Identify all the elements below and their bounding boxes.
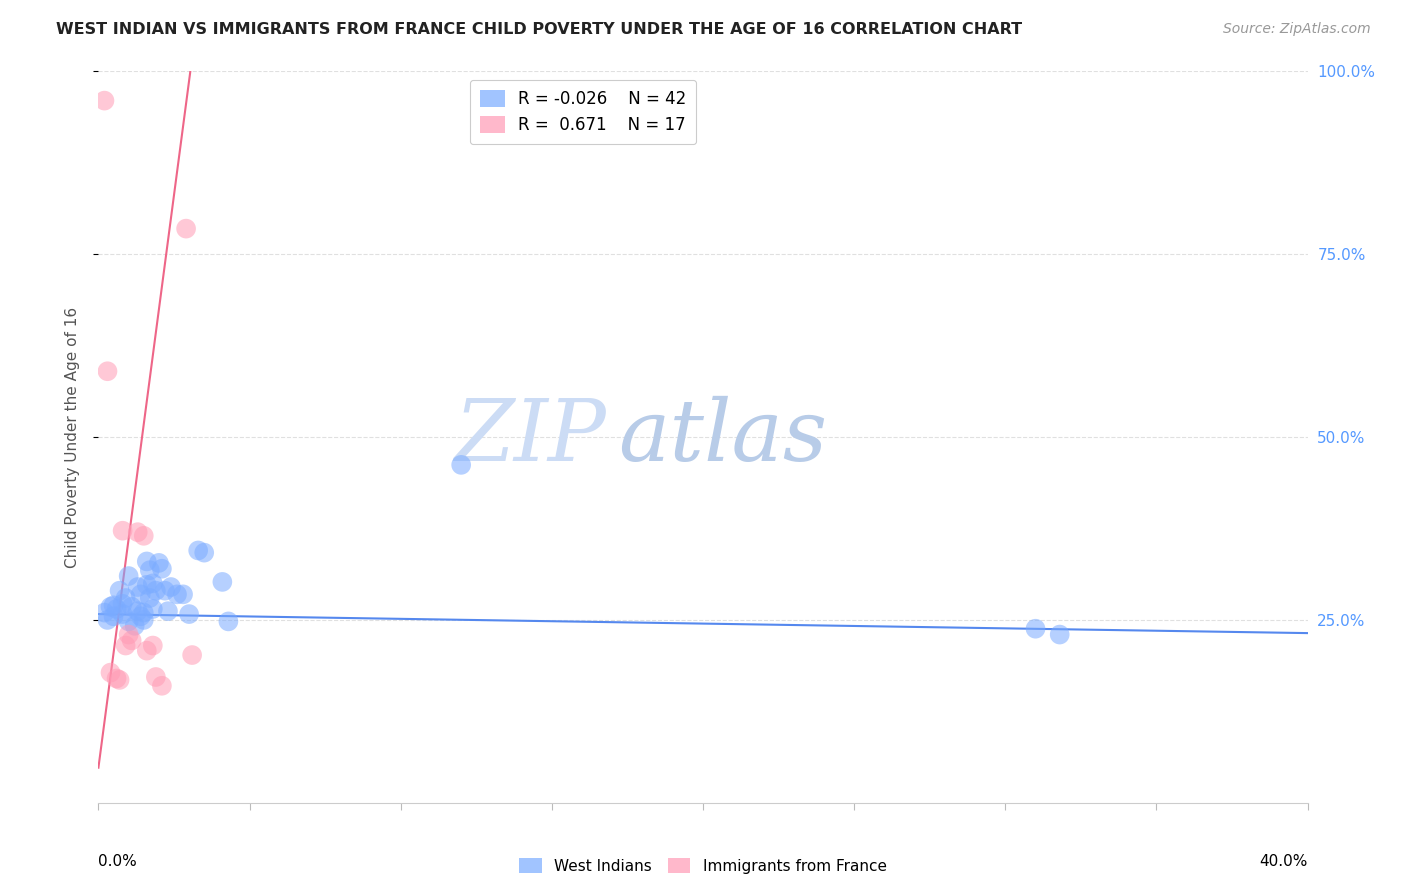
Point [121, 633, 143, 648]
Point [124, 619, 146, 633]
Point [142, 602, 165, 616]
Point [108, 673, 131, 687]
Point [135, 578, 157, 592]
Legend: R = -0.026    N = 42, R =  0.671    N = 17: R = -0.026 N = 42, R = 0.671 N = 17 [470, 79, 696, 145]
Point [127, 580, 149, 594]
Point [93, 94, 115, 108]
Point [179, 607, 201, 621]
Point [114, 591, 136, 605]
Point [100, 599, 122, 614]
Point [145, 583, 167, 598]
Point [145, 670, 167, 684]
Point [139, 591, 162, 605]
Text: atlas: atlas [619, 396, 828, 478]
Point [118, 569, 141, 583]
Text: 40.0%: 40.0% [1260, 854, 1308, 869]
Point [111, 607, 134, 621]
Point [150, 562, 173, 576]
Point [93, 606, 115, 620]
Point [129, 587, 152, 601]
Text: 0.0%: 0.0% [98, 854, 138, 869]
Point [1024, 622, 1046, 636]
Point [172, 587, 194, 601]
Point [135, 643, 157, 657]
Point [148, 556, 170, 570]
Point [108, 583, 131, 598]
Point [127, 604, 149, 618]
Point [118, 615, 141, 629]
Point [105, 602, 128, 616]
Legend: West Indians, Immigrants from France: West Indians, Immigrants from France [513, 852, 893, 880]
Text: Source: ZipAtlas.com: Source: ZipAtlas.com [1223, 22, 1371, 37]
Point [132, 529, 155, 543]
Point [132, 613, 155, 627]
Point [100, 665, 122, 680]
Point [142, 639, 165, 653]
Point [96, 364, 118, 378]
Point [114, 639, 136, 653]
Point [132, 606, 155, 620]
Point [193, 546, 215, 560]
Point [1049, 627, 1071, 641]
Y-axis label: Child Poverty Under the Age of 16: Child Poverty Under the Age of 16 [65, 307, 80, 567]
Point [103, 609, 125, 624]
Point [174, 221, 197, 235]
Point [135, 554, 157, 568]
Point [166, 587, 188, 601]
Point [156, 604, 179, 618]
Point [111, 597, 134, 611]
Point [103, 599, 125, 613]
Point [142, 576, 165, 591]
Text: ZIP: ZIP [454, 396, 606, 478]
Point [111, 524, 134, 538]
Point [105, 672, 128, 686]
Point [150, 679, 173, 693]
Point [129, 609, 152, 624]
Point [217, 615, 239, 629]
Text: WEST INDIAN VS IMMIGRANTS FROM FRANCE CHILD POVERTY UNDER THE AGE OF 16 CORRELAT: WEST INDIAN VS IMMIGRANTS FROM FRANCE CH… [56, 22, 1022, 37]
Point [121, 599, 143, 614]
Point [118, 627, 141, 641]
Point [127, 525, 149, 540]
Point [160, 580, 183, 594]
Point [211, 574, 233, 589]
Point [187, 543, 209, 558]
Point [139, 563, 162, 577]
Point [181, 648, 204, 662]
Point [153, 583, 176, 598]
Point [96, 613, 118, 627]
Point [450, 458, 472, 472]
